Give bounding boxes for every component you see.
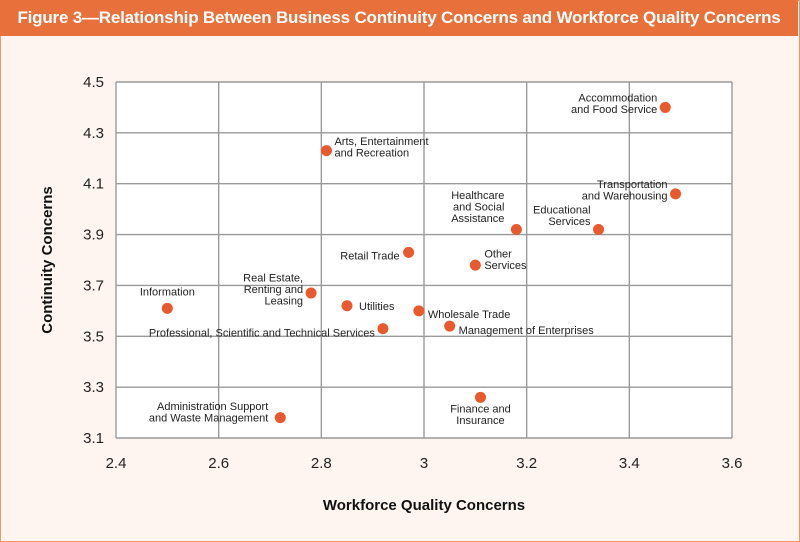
data-point-0 — [659, 101, 671, 113]
y-tick-label-7: 3.1 — [83, 430, 104, 447]
data-points — [161, 101, 682, 424]
x-tick-label-0: 2.4 — [106, 455, 127, 472]
x-tick-label-4: 3.2 — [516, 455, 537, 472]
point-label-line: Professional, Scientific and Technical S… — [149, 328, 376, 340]
point-label-line: Other — [484, 248, 512, 260]
point-label-line: Healthcare — [451, 190, 504, 202]
y-tick-labels: 4.5 4.3 4.1 3.9 3.7 3.5 3.3 3.1 — [83, 74, 104, 447]
point-label-5: Retail Trade — [340, 250, 399, 262]
data-point-5 — [403, 246, 415, 258]
point-label-line: Accommodation — [578, 93, 657, 105]
point-label-line: Educational — [533, 205, 591, 217]
data-point-10 — [413, 305, 425, 317]
point-label-0: Accommodation and Food Service — [571, 93, 657, 117]
point-label-12: Management of Enterprises — [459, 325, 595, 337]
data-point-8 — [161, 302, 173, 314]
y-tick-label-6: 3.3 — [83, 379, 104, 396]
point-label-11: Professional, Scientific and Technical S… — [149, 328, 376, 340]
y-axis-title: Continuity Concerns — [39, 186, 56, 334]
x-tick-label-5: 3.4 — [619, 455, 640, 472]
point-label-line: Services — [548, 216, 591, 228]
point-label-line: and Social — [453, 201, 504, 213]
y-tick-label-3: 3.9 — [83, 227, 104, 244]
y-tick-label-4: 3.7 — [83, 277, 104, 294]
data-point-12 — [444, 320, 456, 332]
point-label-line: and Warehousing — [582, 191, 668, 203]
point-label-9: Utilities — [359, 301, 395, 313]
point-label-14: Administration Support and Waste Manageme… — [149, 401, 268, 425]
point-label-10: Wholesale Trade — [428, 309, 511, 321]
data-point-14 — [274, 412, 286, 424]
point-label-line: Insurance — [456, 415, 504, 427]
point-label-6: Other Services — [484, 248, 527, 272]
x-tick-label-2: 2.8 — [311, 455, 332, 472]
point-label-3: Healthcare and Social Assistance — [451, 190, 504, 225]
y-tick-label-0: 4.5 — [83, 74, 104, 91]
point-label-line: Retail Trade — [340, 250, 399, 262]
point-label-line: Arts, Entertainment — [334, 136, 428, 148]
point-label-line: Assistance — [451, 213, 504, 225]
point-label-line: Leasing — [265, 296, 304, 308]
x-tick-labels: 2.4 2.6 2.8 3 3.2 3.4 3.6 — [106, 455, 743, 472]
figure-title: Figure 3—Relationship Between Business C… — [0, 0, 798, 36]
point-label-line: Renting and — [244, 284, 303, 296]
point-label-2: Transportation and Warehousing — [582, 179, 668, 203]
x-tick-label-1: 2.6 — [208, 455, 229, 472]
point-label-line: Services — [484, 260, 527, 272]
data-point-3 — [510, 223, 522, 235]
data-point-2 — [670, 188, 682, 200]
y-tick-label-5: 3.5 — [83, 328, 104, 345]
point-label-13: Finance and Insurance — [450, 404, 511, 428]
x-tick-label-6: 3.6 — [722, 455, 743, 472]
data-point-4 — [593, 223, 605, 235]
grid — [115, 81, 733, 439]
data-point-6 — [469, 259, 481, 271]
x-axis-title: Workforce Quality Concerns — [323, 497, 525, 514]
point-label-line: Wholesale Trade — [428, 309, 511, 321]
point-label-line: and Waste Management — [149, 412, 268, 424]
point-label-1: Arts, Entertainment and Recreation — [334, 136, 428, 160]
point-labels: Accommodation and Food Service Arts, Enter… — [140, 93, 668, 427]
point-label-line: Finance and — [450, 404, 511, 416]
data-point-9 — [341, 300, 353, 312]
point-label-line: Utilities — [359, 301, 395, 313]
point-label-line: and Food Service — [571, 104, 657, 116]
point-label-4: Educational Services — [533, 205, 591, 229]
data-point-1 — [320, 145, 332, 157]
y-tick-label-1: 4.3 — [83, 125, 104, 142]
point-label-8: Information — [140, 286, 195, 298]
data-point-11 — [377, 323, 389, 335]
point-label-line: Management of Enterprises — [459, 325, 595, 337]
point-label-line: and Recreation — [334, 147, 409, 159]
point-label-line: Administration Support — [157, 401, 268, 413]
point-label-line: Transportation — [597, 179, 668, 191]
x-tick-label-3: 3 — [420, 455, 428, 472]
point-label-7: Real Estate, Renting and Leasing — [243, 273, 303, 308]
point-label-line: Information — [140, 286, 195, 298]
data-point-7 — [305, 287, 317, 299]
y-tick-label-2: 4.1 — [83, 176, 104, 193]
point-label-line: Real Estate, — [243, 273, 303, 285]
data-point-13 — [474, 391, 486, 403]
